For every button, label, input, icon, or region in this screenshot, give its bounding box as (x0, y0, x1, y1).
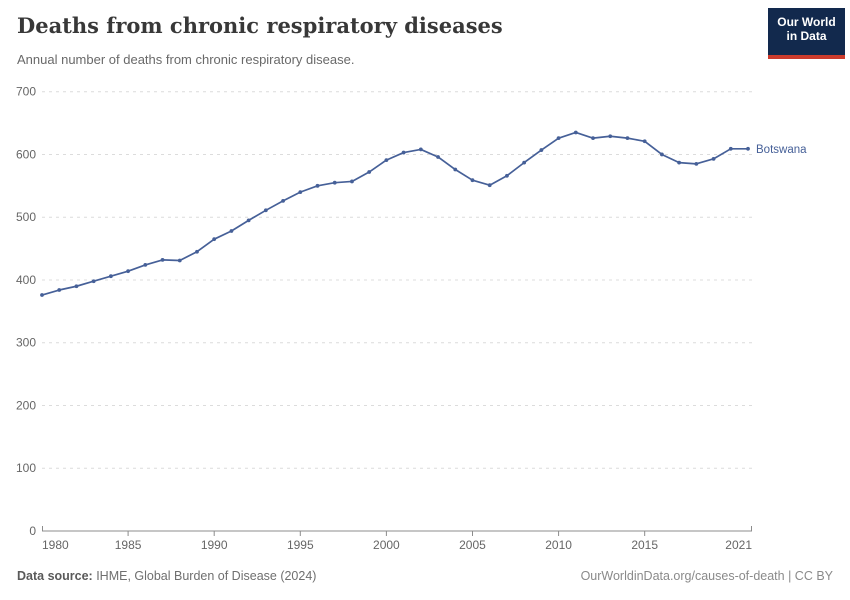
data-point (470, 178, 475, 183)
y-tick-label: 600 (16, 147, 36, 161)
data-point (229, 229, 234, 233)
y-tick-label: 500 (16, 210, 36, 224)
x-tick-label: 1985 (115, 538, 142, 552)
x-tick-label: 1990 (201, 538, 228, 552)
data-point (74, 284, 79, 289)
data-point (608, 134, 613, 139)
x-tick-label: 2015 (631, 538, 658, 552)
data-point (195, 249, 199, 254)
y-tick-label: 700 (16, 85, 36, 99)
x-tick-label: 1980 (42, 538, 69, 552)
data-point (315, 183, 320, 188)
data-point (694, 161, 699, 166)
data-point (625, 136, 630, 141)
data-point (556, 136, 561, 141)
data-point (350, 179, 354, 184)
x-tick-label: 1995 (287, 538, 314, 552)
data-point (746, 146, 750, 151)
data-point (212, 237, 217, 242)
data-point (660, 152, 664, 157)
data-point (418, 147, 423, 152)
data-point (677, 160, 682, 165)
data-point (108, 274, 113, 279)
data-point (57, 288, 62, 292)
data-point (281, 198, 285, 203)
data-point (160, 257, 165, 262)
y-tick-label: 400 (16, 273, 36, 287)
data-point (487, 183, 492, 188)
data-point (246, 218, 251, 223)
license-link[interactable]: OurWorldinData.org/causes-of-death | CC … (580, 569, 833, 583)
data-point (263, 208, 268, 213)
data-source-text: IHME, Global Burden of Disease (2024) (92, 569, 317, 583)
data-source-note: Data source: IHME, Global Burden of Dise… (17, 568, 316, 584)
data-point (642, 139, 647, 144)
owid-logo-line1: Our World (777, 15, 836, 29)
entity-label[interactable]: Botswana (756, 144, 807, 156)
data-point (91, 279, 96, 284)
owid-logo-line2: in Data (786, 29, 827, 43)
data-point (505, 173, 509, 178)
data-point (728, 146, 733, 151)
data-point (436, 155, 440, 159)
y-tick-label: 300 (16, 336, 36, 350)
data-point (384, 158, 389, 163)
data-line[interactable] (41, 131, 749, 296)
data-point (367, 170, 372, 174)
data-point (453, 167, 458, 172)
owid-logo[interactable]: Our World in Data (768, 8, 845, 59)
data-point (177, 258, 182, 263)
chart-footer: Data source: IHME, Global Burden of Dise… (17, 568, 833, 584)
x-tick-label: 2021 (725, 538, 752, 552)
x-tick-label: 2010 (545, 538, 572, 552)
x-tick-label: 2005 (459, 538, 486, 552)
data-point (573, 130, 578, 135)
data-point (401, 150, 406, 155)
data-point (143, 263, 148, 267)
data-point (711, 156, 716, 161)
y-tick-label: 0 (29, 524, 36, 538)
chart-subtitle: Annual number of deaths from chronic res… (17, 52, 355, 67)
data-point (298, 190, 303, 195)
data-point (539, 148, 544, 152)
chart-title: Deaths from chronic respiratory diseases (17, 13, 503, 38)
y-tick-label: 200 (16, 398, 36, 412)
y-tick-label: 100 (16, 461, 36, 475)
data-point (332, 180, 337, 185)
data-source-label: Data source: (17, 569, 93, 583)
data-point (126, 269, 130, 274)
data-point (522, 160, 527, 165)
data-point (40, 293, 44, 297)
data-point (591, 136, 595, 141)
x-tick-label: 2000 (373, 538, 400, 552)
